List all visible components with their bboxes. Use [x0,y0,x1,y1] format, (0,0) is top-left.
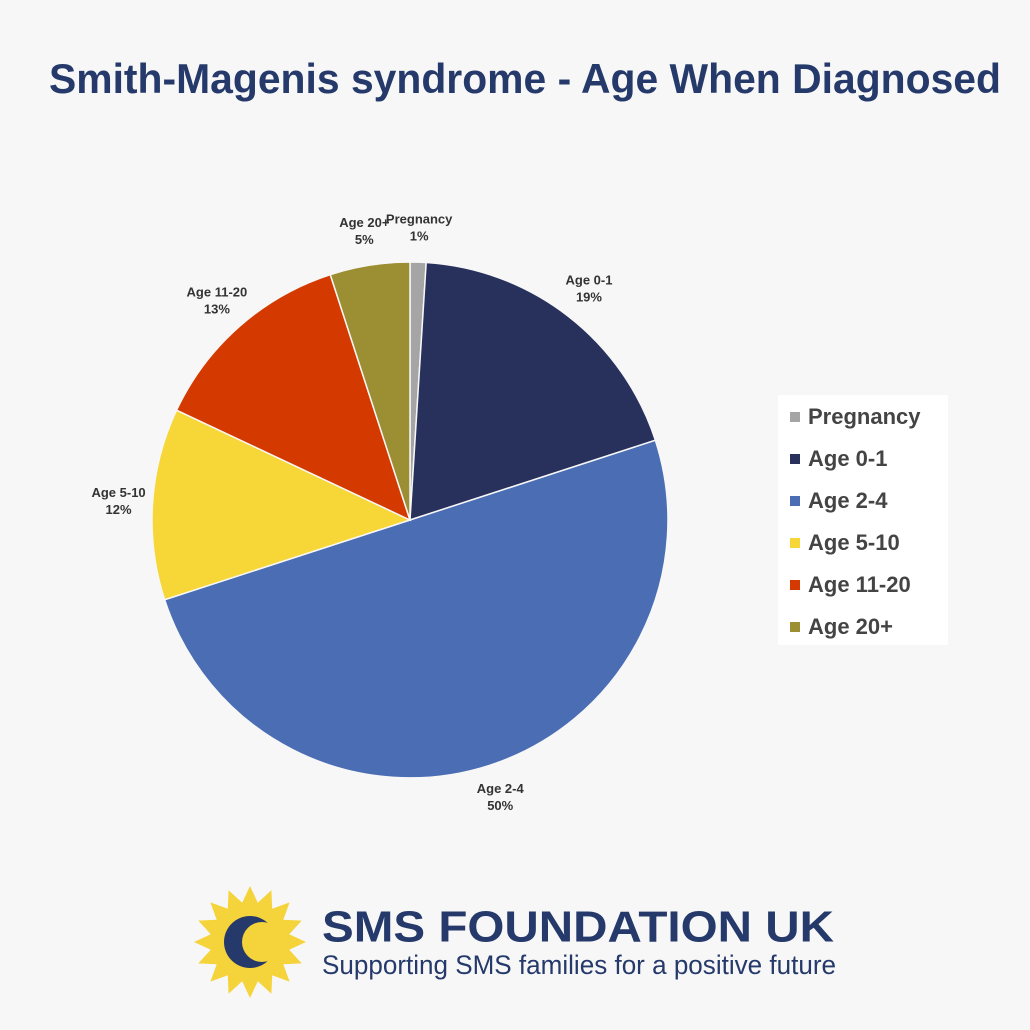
slice-label-value: 50% [487,798,513,813]
legend-label: Age 5-10 [808,530,900,555]
pie-slice [329,261,411,521]
slice-label-value: 5% [355,232,374,247]
legend-swatch [790,454,800,464]
slice-label-value: 1% [410,229,429,244]
slice-label-value: 13% [204,301,230,316]
pie-slice [163,439,669,779]
pie-slice [409,261,657,522]
slice-label-value: 19% [576,290,602,305]
footer-title: SMS FOUNDATION UK [322,903,834,952]
pie-slice [151,409,413,601]
legend-swatch [790,412,800,422]
legend-box [778,395,948,645]
slice-label-name: Age 5-10 [91,485,145,500]
legend-label: Age 2-4 [808,488,888,513]
legend-swatch [790,496,800,506]
legend-swatch [790,538,800,548]
legend-label: Age 0-1 [808,446,887,471]
slice-label-name: Age 11-20 [187,284,248,299]
footer-tagline: Supporting SMS families for a positive f… [322,950,836,980]
legend-swatch [790,622,800,632]
slice-label-name: Age 0-1 [565,273,612,288]
legend-label: Age 11-20 [808,572,911,597]
chart-title: Smith-Magenis syndrome - Age When Diagno… [49,55,1001,102]
legend-label: Age 20+ [808,614,893,639]
logo-icon [194,886,306,998]
slice-label-value: 12% [106,502,132,517]
slice-label-name: Pregnancy [386,212,453,227]
pie-slice [175,273,412,522]
slice-label-name: Age 20+ [339,215,390,230]
legend-swatch [790,580,800,590]
crescent-cut [242,922,282,962]
slice-label-name: Age 2-4 [477,781,525,796]
legend-label: Pregnancy [808,404,921,429]
